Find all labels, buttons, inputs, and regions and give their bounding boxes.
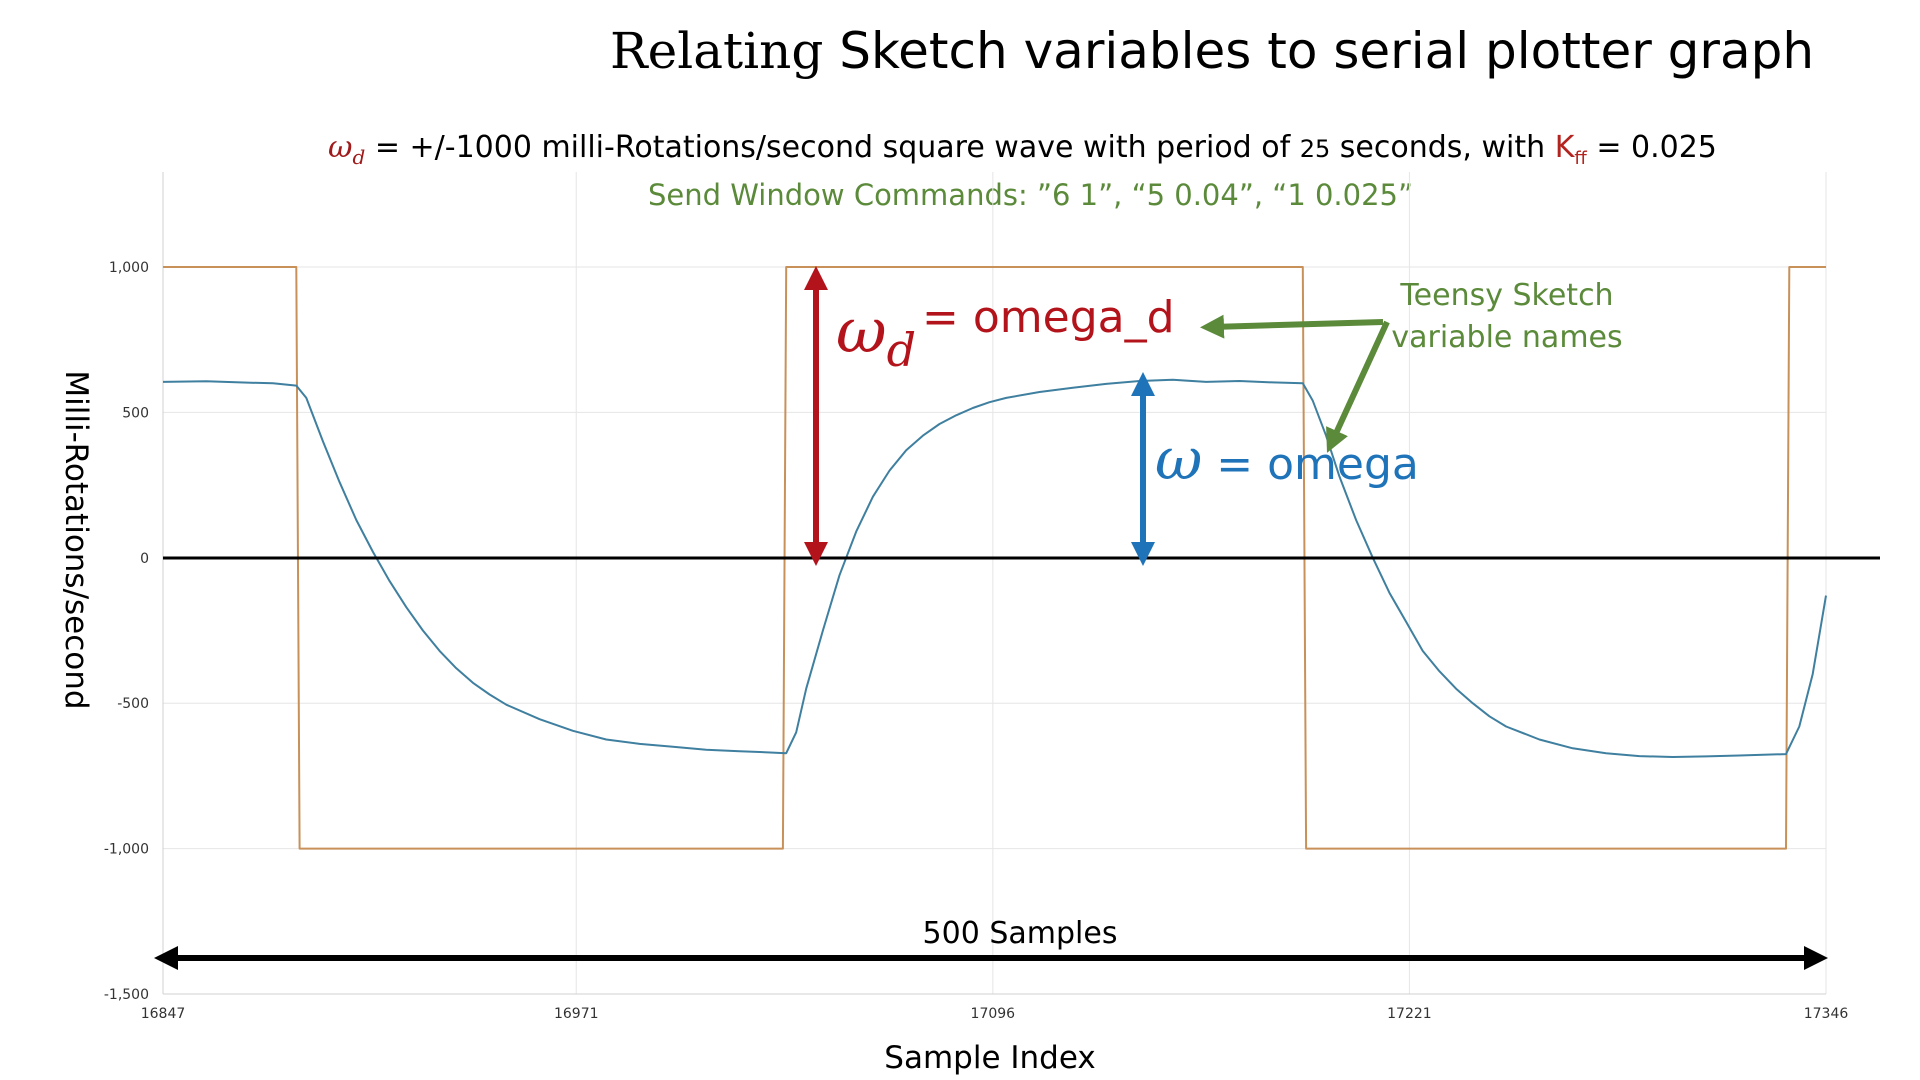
y-tick-label: -1,000 (104, 842, 149, 858)
omega-d-annot-symbol: ω (836, 294, 887, 367)
samples-label: 500 Samples (923, 916, 1118, 951)
x-tick-label: 17221 (1387, 1006, 1432, 1022)
subtitle-text: +/-1000 milli-Rotations/second square wa… (409, 130, 1300, 165)
x-tick-label: 17346 (1804, 1006, 1849, 1022)
teensy-arrow-omega (1326, 320, 1390, 453)
omega-d-symbol: ωd (328, 130, 365, 169)
subtitle-text2: seconds, with (1330, 130, 1555, 165)
omega-label: ω = omega (1155, 425, 1419, 493)
subtitle-omega: ω (328, 130, 353, 165)
omega-d-label: ωd= omega_d (836, 292, 1175, 377)
teensy-label-line1: Teensy Sketch (1399, 278, 1613, 313)
subtitle-k: K (1554, 130, 1575, 165)
subtitle-period: 25 (1299, 135, 1331, 163)
omega-annot-label: = omega (1202, 439, 1419, 490)
omega-annot-symbol: ω (1155, 425, 1202, 493)
y-tick-label: 1,000 (109, 260, 149, 276)
x-tick-label: 17096 (971, 1006, 1016, 1022)
teensy-arrow-omega-d (1200, 314, 1384, 339)
series-omega (162, 378, 1827, 758)
kff-symbol: Kff (1554, 130, 1587, 169)
window-commands: Send Window Commands: ”6 1”, “5 0.04”, “… (648, 178, 1414, 212)
y-tick-label: -1,500 (104, 987, 149, 1003)
chart-subtitle: ωd = +/-1000 milli-Rotations/second squa… (328, 130, 1717, 169)
subtitle-k-value: = 0.025 (1586, 130, 1717, 165)
teensy-label-line2: variable names (1391, 320, 1622, 355)
title-word-relating: Relating (610, 22, 824, 80)
y-tick-label: 500 (122, 405, 149, 421)
x-tick-label: 16971 (554, 1006, 599, 1022)
omega-d-annot-label: = omega_d (922, 292, 1175, 343)
x-tick-label: 16847 (141, 1006, 186, 1022)
page-title: Relating Sketch variables to serial plot… (610, 22, 1814, 80)
x-axis-label: Sample Index (884, 1040, 1095, 1076)
subtitle-equals: = (365, 130, 410, 165)
y-axis-label: Milli-Rotations/second (58, 370, 94, 709)
title-rest: Sketch variables to serial plotter graph (823, 22, 1815, 80)
y-tick-label: -500 (117, 696, 149, 712)
omega-d-annot-sub: d (887, 323, 916, 377)
subtitle-omega-sub: d (352, 145, 366, 169)
y-tick-label: 0 (140, 551, 149, 567)
subtitle-k-sub: ff (1574, 148, 1587, 169)
axes: 1,000 500 0 -500 -1,000 -1,500 16847 16971 17096… (104, 172, 1848, 1022)
